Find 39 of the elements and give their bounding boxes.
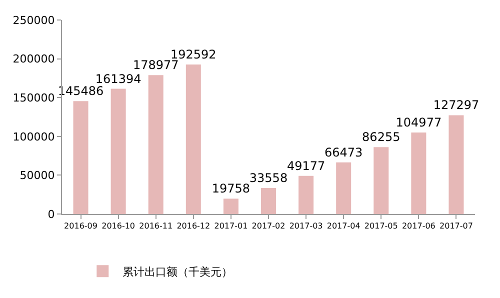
- x-tick-label: 2017-04: [326, 222, 360, 231]
- bar: [148, 75, 164, 214]
- x-tick-label: 2017-03: [289, 222, 323, 231]
- y-tick-label: 50000: [20, 169, 55, 182]
- y-tick-label: 0: [48, 208, 55, 221]
- data-label: 127297: [433, 98, 480, 112]
- x-tick-label: 2017-06: [402, 222, 436, 231]
- legend-label: 累计出口额（千美元）: [122, 265, 233, 278]
- bar: [73, 101, 88, 214]
- data-label: 178977: [132, 58, 179, 72]
- bar: [223, 198, 238, 214]
- x-tick-label: 2017-02: [252, 222, 286, 231]
- data-label: 104977: [396, 116, 442, 130]
- x-tick-label: 2016-10: [102, 222, 136, 231]
- data-label: 161394: [95, 72, 142, 86]
- data-label: 19758: [212, 182, 250, 196]
- bar: [448, 115, 464, 214]
- bar: [374, 147, 389, 214]
- data-label: 86255: [362, 130, 400, 144]
- x-tick-label: 2016-09: [64, 222, 98, 231]
- x-tick-label: 2017-01: [214, 222, 248, 231]
- data-label: 33558: [249, 170, 288, 185]
- bar: [336, 162, 352, 214]
- data-label: 145486: [58, 84, 104, 98]
- bar: [186, 64, 201, 214]
- bar: [260, 188, 276, 214]
- y-tick-label: 150000: [12, 91, 55, 104]
- x-tick-label: 2016-12: [176, 222, 210, 231]
- x-tick-label: 2017-05: [364, 222, 398, 231]
- y-tick-label: 200000: [12, 52, 55, 66]
- bar: [298, 176, 314, 214]
- x-tick-label: 2017-07: [440, 222, 473, 231]
- y-tick-label: 100000: [12, 130, 55, 144]
- bar: [110, 88, 126, 214]
- data-label: 66473: [324, 145, 363, 160]
- bar: [411, 132, 426, 214]
- y-tick-label: 250000: [12, 14, 55, 27]
- data-label: 49177: [286, 158, 326, 173]
- x-tick-label: 2016-11: [139, 222, 173, 231]
